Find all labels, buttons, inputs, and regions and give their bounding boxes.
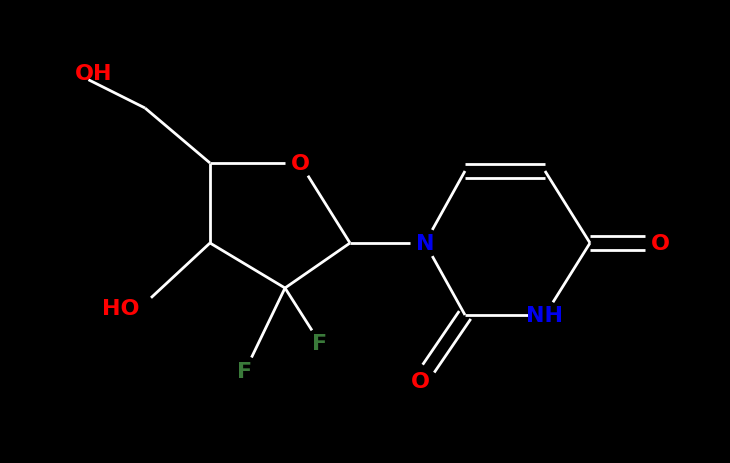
Text: O: O (291, 154, 310, 174)
Text: HO: HO (102, 298, 140, 319)
Text: O: O (410, 371, 429, 391)
Text: OH: OH (75, 64, 112, 84)
Text: N: N (416, 233, 434, 253)
Text: F: F (237, 361, 253, 381)
Text: F: F (312, 333, 328, 353)
Text: O: O (650, 233, 669, 253)
Text: NH: NH (526, 305, 564, 325)
